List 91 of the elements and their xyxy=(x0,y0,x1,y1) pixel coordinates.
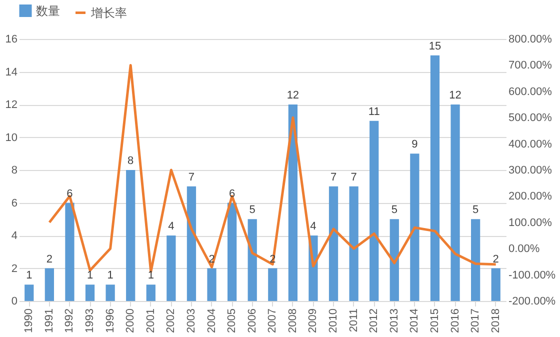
data-label: 15 xyxy=(428,40,442,52)
y2-tick-label: 200.00% xyxy=(508,190,552,203)
y-tick-label: 6 xyxy=(11,197,18,210)
bar xyxy=(44,268,54,301)
x-tick-label: 2001 xyxy=(144,308,157,333)
x-tick-label: 2000 xyxy=(124,308,137,333)
data-label: 1 xyxy=(148,270,154,282)
bar xyxy=(491,268,500,301)
y-tick-label: 10 xyxy=(5,132,18,144)
y2-tick-label: 500.00% xyxy=(508,112,552,124)
data-label: 7 xyxy=(330,171,337,184)
y-tick-label: 2 xyxy=(11,262,18,275)
data-label: 2 xyxy=(46,253,52,266)
x-tick-label: 2007 xyxy=(266,308,279,333)
bar xyxy=(288,104,298,301)
bar xyxy=(328,186,338,301)
data-label: 7 xyxy=(350,171,357,184)
data-label: 2 xyxy=(492,253,499,266)
bar xyxy=(430,55,440,301)
y2-tick-label: 300.00% xyxy=(508,164,552,176)
x-tick-label: 2010 xyxy=(328,308,340,333)
data-label: 7 xyxy=(188,171,195,184)
x-tick-label: 2017 xyxy=(470,308,482,333)
y2-tick-label: 0.00% xyxy=(508,243,540,256)
x-tick-label: 2009 xyxy=(307,308,320,333)
bar xyxy=(186,186,196,301)
legend-label: 增长率 xyxy=(90,6,127,20)
bar xyxy=(370,120,379,301)
y2-tick-label: 400.00% xyxy=(508,138,552,150)
x-tick-label: 2003 xyxy=(185,308,198,333)
data-label: 1 xyxy=(107,270,114,282)
data-label: 5 xyxy=(472,204,479,216)
data-label: 4 xyxy=(168,220,174,232)
x-tick-label: 1993 xyxy=(84,308,96,333)
bar xyxy=(450,104,460,301)
y-tick-label: 0 xyxy=(11,296,18,308)
y-tick-label: 4 xyxy=(11,230,18,242)
bar xyxy=(24,284,34,301)
y2-tick-label: -200.00% xyxy=(508,296,556,308)
y-tick-label: 14 xyxy=(5,66,18,78)
bar xyxy=(390,219,399,301)
y2-tick-label: 800.00% xyxy=(508,34,552,46)
x-tick-label: 1990 xyxy=(23,308,36,333)
data-label: 6 xyxy=(229,188,236,200)
data-label: 12 xyxy=(449,90,462,102)
y2-tick-label: 100.00% xyxy=(508,216,552,229)
x-tick-label: 2008 xyxy=(286,308,299,333)
bar xyxy=(85,284,95,301)
bar xyxy=(207,268,216,301)
x-tick-label: 2006 xyxy=(246,308,258,333)
x-tick-label: 1991 xyxy=(43,308,56,333)
bar xyxy=(410,154,420,301)
y-tick-label: 8 xyxy=(11,164,18,176)
bar xyxy=(166,236,176,301)
bar xyxy=(227,202,237,301)
data-label: 5 xyxy=(249,204,256,216)
data-label: 9 xyxy=(412,138,418,151)
y-tick-label: 16 xyxy=(5,34,18,46)
bar xyxy=(349,186,358,301)
y2-tick-label: 700.00% xyxy=(508,60,552,72)
bar xyxy=(470,219,480,301)
bar xyxy=(126,170,136,301)
data-label: 1 xyxy=(26,270,32,282)
x-tick-label: 2014 xyxy=(408,308,421,333)
data-label: 5 xyxy=(391,204,398,216)
x-tick-label: 2002 xyxy=(165,308,178,333)
legend-label: 数量 xyxy=(36,4,60,18)
bar xyxy=(65,202,74,301)
y2-tick-label: 600.00% xyxy=(508,86,552,98)
x-tick-label: 2011 xyxy=(348,308,360,332)
x-tick-label: 1996 xyxy=(104,308,116,333)
y-tick-label: 12 xyxy=(5,99,18,111)
data-label: 8 xyxy=(128,155,134,167)
data-label: 4 xyxy=(310,220,316,232)
x-tick-label: 2016 xyxy=(449,308,462,333)
bar xyxy=(106,284,115,301)
bar xyxy=(248,219,257,301)
x-tick-label: 1992 xyxy=(64,308,76,333)
x-tick-label: 2004 xyxy=(206,308,218,333)
x-tick-label: 2013 xyxy=(388,308,400,333)
data-label: 11 xyxy=(368,106,380,118)
x-tick-label: 2005 xyxy=(226,308,238,333)
y2-tick-label: -100.00% xyxy=(508,269,556,282)
data-label: 12 xyxy=(286,90,300,102)
x-tick-label: 2012 xyxy=(368,308,380,333)
x-tick-label: 2018 xyxy=(490,308,502,333)
data-label: 1 xyxy=(86,270,94,282)
data-label: 2 xyxy=(270,253,276,266)
bar xyxy=(268,268,278,301)
bar xyxy=(146,284,156,301)
x-tick-label: 2015 xyxy=(428,308,441,333)
